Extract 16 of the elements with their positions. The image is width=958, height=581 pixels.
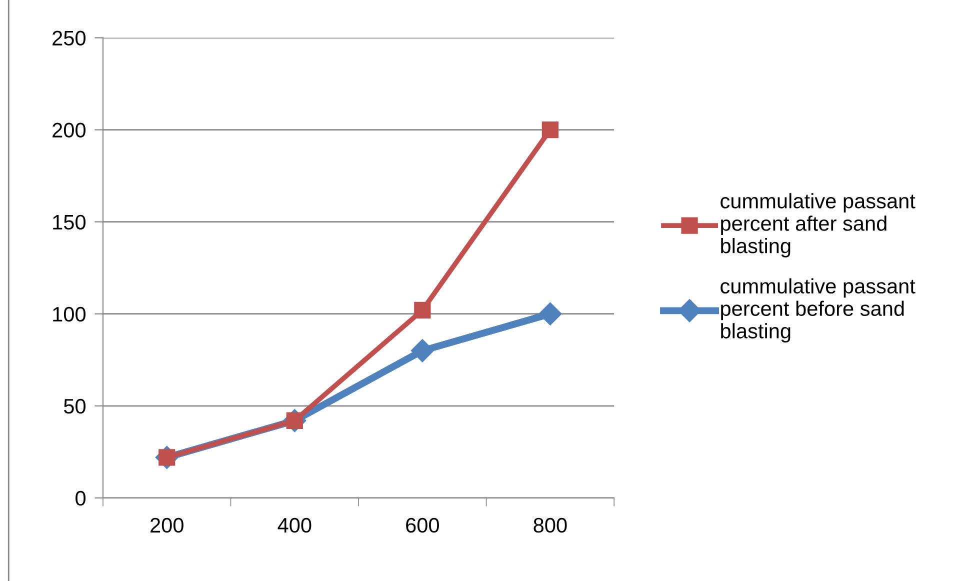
point — [542, 121, 559, 138]
point — [410, 339, 434, 362]
legend-label: cummulative passant percent before sand blasting — [720, 278, 916, 343]
y-tick-label: 200 — [52, 122, 86, 138]
x-tick-label: 200 — [150, 518, 184, 533]
x-tick-label: 400 — [278, 518, 312, 533]
point — [538, 302, 562, 326]
legend-label: cummulative passant percent after sand blasting — [720, 193, 916, 258]
x-tick-label: 600 — [406, 518, 439, 533]
y-tick-label: 250 — [52, 30, 86, 46]
y-tick-label: 150 — [53, 214, 86, 230]
y-tick-label: 0 — [76, 490, 86, 506]
x-tick-label: 800 — [534, 518, 567, 533]
point — [414, 302, 431, 319]
y-tick-label: 100 — [53, 306, 86, 322]
y-tick-label: 50 — [64, 398, 86, 414]
